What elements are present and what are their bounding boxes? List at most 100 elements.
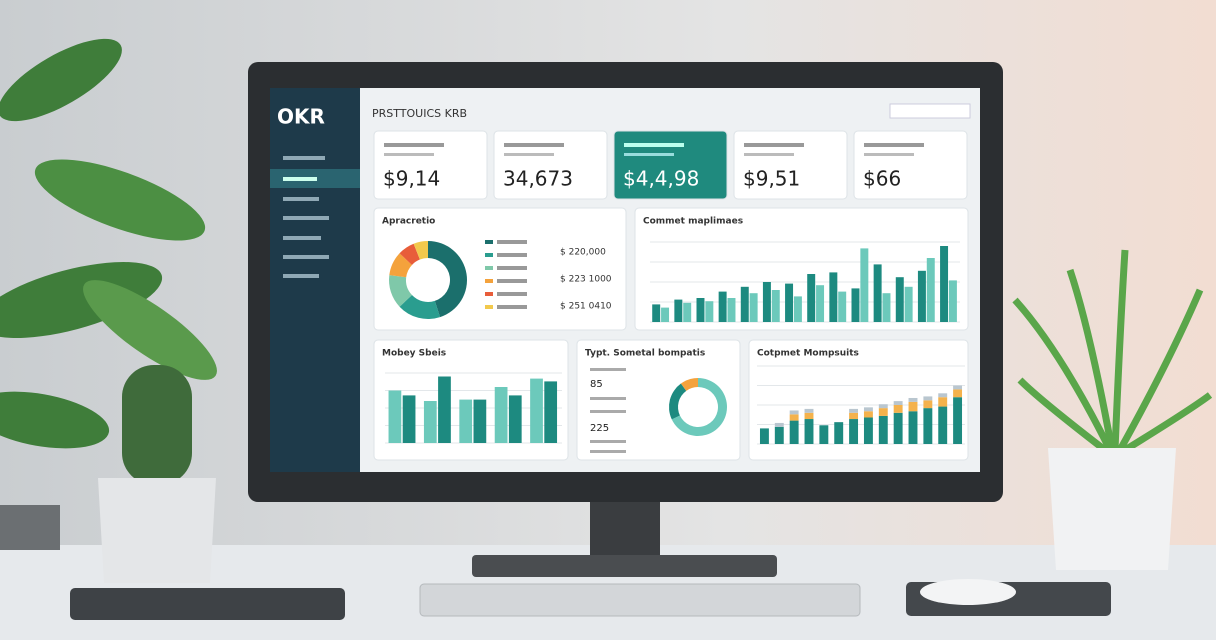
pot-left	[0, 505, 60, 550]
list-text	[590, 368, 626, 371]
plant-right	[1012, 249, 1213, 453]
panel-title: Apracretio	[382, 217, 435, 227]
bar	[834, 422, 844, 444]
bar	[789, 410, 799, 415]
card-sub	[384, 153, 434, 156]
bar	[878, 408, 888, 416]
bar	[727, 298, 736, 322]
bar	[508, 395, 522, 443]
legend-swatch	[485, 253, 493, 257]
bar	[878, 404, 888, 409]
legend-swatch	[485, 240, 493, 244]
panel	[613, 130, 728, 200]
card-value: $9,14	[383, 167, 440, 191]
cactus-pot	[98, 478, 216, 583]
user-badge[interactable]	[889, 103, 971, 119]
bar	[904, 286, 913, 322]
bar	[938, 397, 948, 407]
donut-segment	[671, 378, 727, 436]
bar	[849, 408, 859, 413]
bar	[923, 396, 933, 401]
panel-title: Mobey Sbeis	[382, 349, 446, 359]
bar	[661, 307, 670, 322]
bar	[819, 425, 829, 444]
bar	[878, 415, 888, 444]
card-sub	[864, 153, 914, 156]
plant-left	[0, 38, 217, 449]
panel-title: Commet maplimaes	[643, 217, 743, 227]
content: $9,14 34,673 $4,4,98 $9,51 $66 Apracretio $ 22…	[373, 130, 969, 461]
card-label	[744, 143, 804, 147]
bar	[908, 411, 918, 444]
donut-segment	[413, 241, 428, 260]
bar	[762, 282, 771, 322]
stand	[590, 500, 660, 560]
bar	[785, 283, 794, 322]
bar	[804, 408, 814, 413]
bar	[438, 376, 451, 443]
bar	[807, 274, 816, 322]
bar	[893, 401, 903, 405]
card-value: $9,51	[743, 167, 800, 191]
card-value: $4,4,98	[623, 167, 699, 191]
bar	[849, 419, 859, 444]
panel	[373, 130, 488, 200]
page-title: PRSTTOUICS KRB	[372, 107, 467, 120]
mouse	[920, 579, 1016, 605]
bar	[917, 270, 926, 322]
donut-segment	[428, 241, 468, 318]
bar	[938, 393, 948, 398]
legend-text	[497, 292, 527, 296]
bar	[683, 302, 692, 322]
donut-segment	[399, 243, 420, 265]
bar	[908, 397, 918, 402]
legend-text	[497, 266, 527, 270]
bar	[804, 419, 814, 444]
bar	[851, 288, 860, 322]
list-value: 85	[590, 379, 603, 390]
legend-text	[497, 305, 527, 309]
donut-segment	[389, 253, 412, 278]
panel	[853, 130, 968, 200]
list-text	[590, 397, 626, 400]
bar	[789, 414, 799, 421]
bar	[863, 417, 873, 444]
list-text	[590, 450, 626, 453]
bar	[863, 411, 873, 418]
bar	[948, 280, 957, 322]
bar	[749, 293, 758, 322]
legend-swatch	[485, 305, 493, 309]
donut-segment	[669, 383, 687, 420]
donut-segment	[399, 295, 441, 319]
legend-text	[497, 253, 527, 257]
sidebar-items	[283, 156, 329, 278]
list-text	[590, 440, 626, 443]
bar	[774, 426, 784, 444]
bar	[863, 407, 873, 412]
card-value: $66	[863, 167, 901, 191]
bar	[873, 264, 882, 322]
pot-right	[1048, 448, 1176, 570]
card-label	[624, 143, 684, 147]
card-sub	[744, 153, 794, 156]
legend-swatch	[485, 292, 493, 296]
card-label	[864, 143, 924, 147]
tablet	[70, 588, 345, 620]
panel	[733, 130, 848, 200]
card-sub	[624, 153, 674, 156]
legend-swatch	[485, 279, 493, 283]
bar	[923, 408, 933, 444]
bar	[718, 291, 727, 322]
bar	[938, 406, 948, 444]
bar	[816, 285, 825, 322]
bar	[923, 400, 933, 409]
bar	[674, 299, 683, 322]
list-text	[590, 410, 626, 413]
donut-segment	[680, 378, 698, 391]
bar	[940, 246, 949, 322]
bar	[402, 395, 416, 443]
bar	[804, 412, 814, 420]
bar	[849, 412, 859, 420]
bar	[771, 290, 780, 322]
bar	[953, 389, 963, 398]
